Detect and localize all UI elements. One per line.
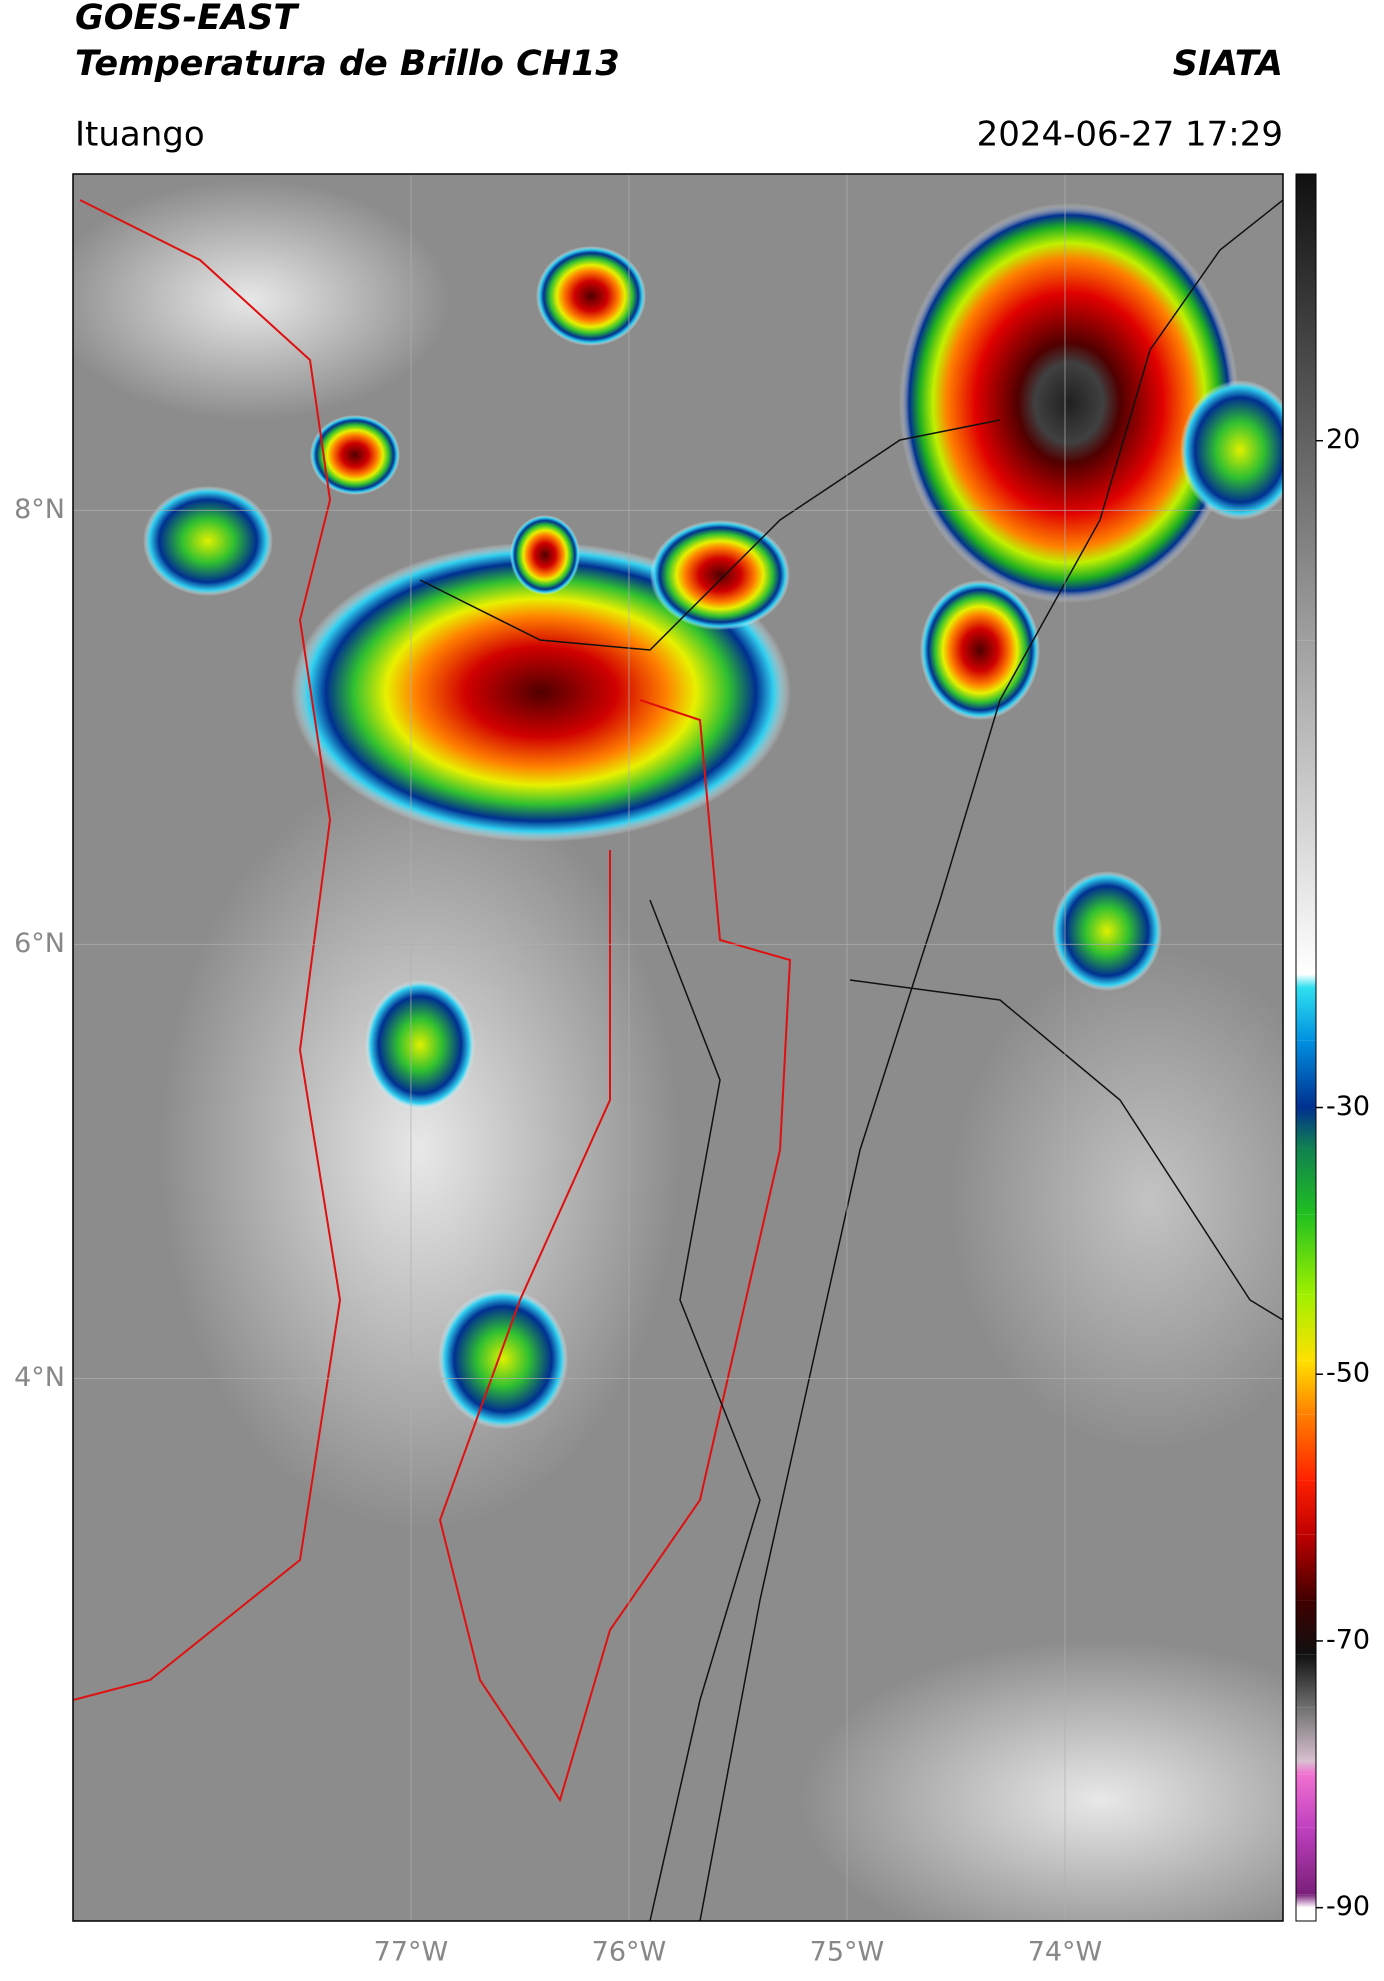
storm [291, 542, 791, 842]
colorbar [1296, 174, 1316, 1921]
storm [899, 203, 1239, 603]
subtitle: Temperatura de Brillo CH13 [75, 44, 620, 84]
storm [143, 486, 273, 596]
x-tick-label: 76°W [592, 1937, 667, 1968]
grid [73, 174, 1283, 1921]
cloud [800, 1640, 1283, 1921]
y-tick-label: 6°N [14, 928, 65, 959]
colorbar-segment [1296, 1827, 1316, 1895]
x-tick-label: 75°W [810, 1937, 885, 1968]
colorbar-segment [1296, 1907, 1316, 1921]
storm [920, 580, 1040, 720]
colorbar-tick-label: 20 [1326, 424, 1360, 455]
x-tick-label: 74°W [1028, 1937, 1103, 1968]
colorbar-segment [1296, 1214, 1316, 1295]
border [649, 899, 761, 1921]
map-frame [72, 173, 1284, 1922]
cloud [73, 180, 450, 420]
colorbar-segment [1296, 1480, 1316, 1535]
colorbar-segment [1296, 1147, 1316, 1215]
map-image [73, 174, 1283, 1921]
storm [536, 246, 646, 346]
colorbar-segment [1296, 1894, 1316, 1908]
storm [365, 980, 475, 1110]
colorbar-segment [1296, 1760, 1316, 1775]
y-tick-label: 8°N [14, 494, 65, 525]
cloud [950, 950, 1283, 1450]
colorbar-segment [1296, 174, 1316, 641]
colorbar-segment [1296, 1414, 1316, 1481]
border [849, 979, 1283, 1321]
colorbar-frame [1295, 173, 1317, 1922]
border [699, 199, 1283, 1921]
x-tick-label: 77°W [374, 1937, 449, 1968]
border [419, 419, 1001, 651]
y-tick-label: 4°N [14, 1362, 65, 1393]
colorbar-segment [1296, 640, 1316, 975]
storm [1180, 380, 1283, 520]
colorbar-segment [1296, 1360, 1316, 1415]
border [73, 199, 342, 1701]
cloud [160, 770, 680, 1530]
colorbar-segment [1296, 1774, 1316, 1828]
colorbar-segment [1296, 1600, 1316, 1655]
storm [1052, 871, 1162, 991]
storm [510, 515, 580, 595]
colorbar-tick-label: -50 [1326, 1358, 1370, 1389]
colorbar-tick-label: -70 [1326, 1624, 1370, 1655]
datetime: 2024-06-27 17:29 [977, 115, 1283, 155]
colorbar-segment [1296, 1107, 1316, 1148]
storm [438, 1289, 568, 1429]
location: Ituango [75, 115, 205, 155]
colorbar-segment [1296, 1707, 1316, 1761]
source: SIATA [1173, 44, 1283, 84]
colorbar-segment [1296, 1534, 1316, 1601]
colorbar-tick-label: -90 [1326, 1891, 1370, 1922]
colorbar-segment [1296, 1040, 1316, 1108]
colorbar-segment [1296, 987, 1316, 1041]
colorbar-tick-label: -30 [1326, 1091, 1370, 1122]
storm [310, 415, 400, 495]
storm [650, 520, 790, 630]
colorbar-segment [1296, 1294, 1316, 1361]
colorbar-segment [1296, 1654, 1316, 1708]
title: GOES-EAST [75, 0, 300, 38]
border [438, 699, 792, 1803]
colorbar-segment [1296, 974, 1316, 988]
